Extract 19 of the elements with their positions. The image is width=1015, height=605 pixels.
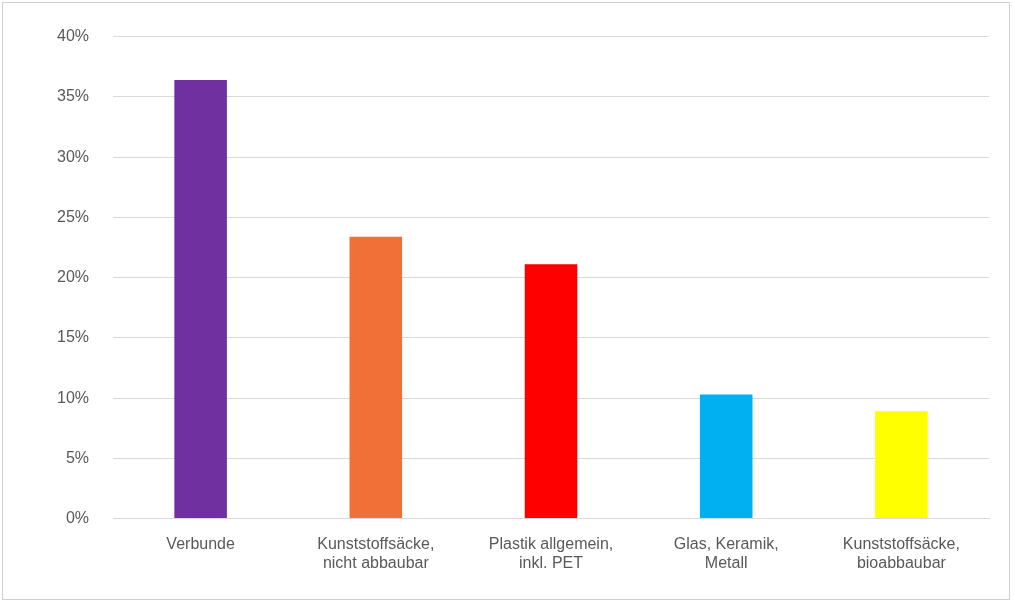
y-tick-label: 10% [56,388,90,406]
y-tick-label: 20% [56,268,90,286]
y-tick-label: 25% [56,207,90,225]
x-tick-label: Plastik allgemein, inkl. PET [488,534,614,571]
x-tick-label: Kunststoffsäcke, bioabbaubar [842,534,960,571]
bar [699,394,753,519]
y-tick-label: 35% [56,87,90,105]
x-tick-label: Verbunde [166,534,235,552]
bar [174,79,227,519]
y-tick-label: 15% [56,328,90,346]
y-tick-label: 30% [56,147,90,165]
bar [524,264,578,519]
x-tick-label: Kunststoffsäcke, nicht abbaubar [317,534,435,571]
y-tick-label: 5% [65,448,90,466]
x-tick-label: Glas, Keramik, Metall [673,534,779,571]
bar [875,411,928,519]
y-tick-label: 40% [56,27,90,45]
y-tick-label: 0% [65,509,90,527]
bar [349,236,403,519]
